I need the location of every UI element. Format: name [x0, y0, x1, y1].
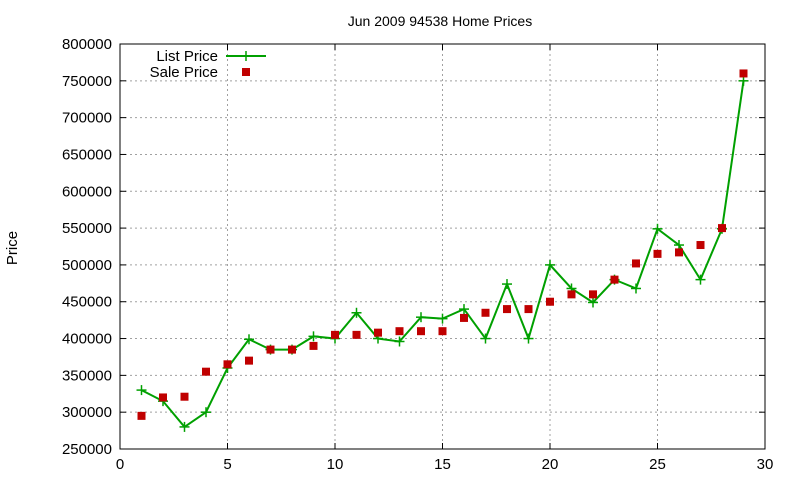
- sale-price-point: [653, 249, 662, 258]
- y-tick-label: 500000: [62, 257, 112, 274]
- sale-price-point: [266, 345, 275, 354]
- sale-price-point: [546, 297, 554, 306]
- list-price-point: [351, 307, 362, 318]
- list-price-point: [244, 334, 254, 345]
- legend-swatch-sale-price: [242, 68, 250, 76]
- x-tick-label: 20: [542, 456, 559, 473]
- list-price-point: [437, 313, 448, 324]
- list-price-point: [695, 274, 706, 285]
- list-price-point: [416, 312, 426, 323]
- list-price-point: [480, 333, 491, 344]
- y-tick-label: 250000: [62, 441, 112, 458]
- sale-price-point: [202, 367, 210, 376]
- list-price-point: [588, 297, 598, 308]
- sale-price-point: [137, 411, 146, 420]
- sale-price-point: [374, 328, 382, 337]
- y-tick-label: 550000: [62, 220, 112, 237]
- sale-price-point: [696, 241, 705, 250]
- sale-price-point: [739, 69, 748, 78]
- x-tick-label: 10: [327, 456, 344, 473]
- y-axis-title: Price: [4, 231, 21, 265]
- sale-price-point: [524, 305, 533, 314]
- y-tick-label: 450000: [62, 294, 112, 311]
- list-price-point: [631, 283, 641, 294]
- list-price-point: [738, 75, 749, 86]
- sale-price-point: [309, 341, 318, 350]
- sale-price-point: [438, 327, 447, 336]
- sale-price-point: [589, 290, 597, 299]
- x-tick-label: 15: [434, 456, 451, 473]
- sale-price-point: [352, 330, 361, 339]
- series: [136, 69, 749, 432]
- axis-ticks: 0 5 10 15 20 25 30 250000 300000 350000 400000 4500…: [62, 36, 773, 473]
- y-tick-label: 750000: [62, 73, 112, 90]
- sale-price-point: [610, 275, 619, 284]
- sale-price-point: [675, 248, 683, 257]
- list-price-point: [459, 304, 469, 315]
- y-tick-label: 650000: [62, 146, 112, 163]
- list-price-point: [179, 421, 190, 432]
- list-price-point: [523, 333, 534, 344]
- legend-label-sale-price: Sale Price: [150, 64, 218, 81]
- x-tick-label: 30: [757, 456, 774, 473]
- y-tick-label: 350000: [62, 367, 112, 384]
- y-tick-label: 600000: [62, 183, 112, 200]
- sale-price-point: [395, 327, 404, 336]
- y-tick-label: 300000: [62, 404, 112, 421]
- sale-price-point: [460, 313, 468, 322]
- sale-price-point: [718, 224, 726, 233]
- list-price-point: [394, 336, 405, 347]
- x-tick-label: 5: [223, 456, 231, 473]
- sale-price-point: [245, 356, 253, 365]
- legend-marker-list-price: [241, 51, 251, 61]
- sale-price-point: [503, 305, 511, 314]
- list-price-point: [308, 331, 319, 342]
- list-price-point: [674, 240, 684, 251]
- sale-price-point: [223, 360, 232, 369]
- y-tick-label: 400000: [62, 331, 112, 348]
- list-price-point: [201, 407, 211, 418]
- sale-price-point: [180, 392, 189, 401]
- list-price-point: [502, 279, 512, 290]
- sale-price-point: [632, 259, 640, 268]
- y-tick-label: 800000: [62, 36, 112, 53]
- list-price-point: [136, 385, 147, 396]
- sale-price-point: [567, 290, 576, 299]
- sale-price-point: [288, 345, 296, 354]
- x-tick-label: 25: [649, 456, 666, 473]
- sale-price-point: [331, 330, 339, 339]
- legend-label-list-price: List Price: [156, 48, 218, 65]
- list-price-point: [545, 259, 555, 270]
- sale-price-point: [417, 327, 425, 336]
- sale-price-point: [159, 393, 167, 402]
- sale-price-point: [481, 308, 490, 317]
- chart-title: Jun 2009 94538 Home Prices: [348, 13, 532, 29]
- y-tick-label: 700000: [62, 110, 112, 127]
- x-tick-label: 0: [116, 456, 124, 473]
- list-price-point: [652, 223, 663, 234]
